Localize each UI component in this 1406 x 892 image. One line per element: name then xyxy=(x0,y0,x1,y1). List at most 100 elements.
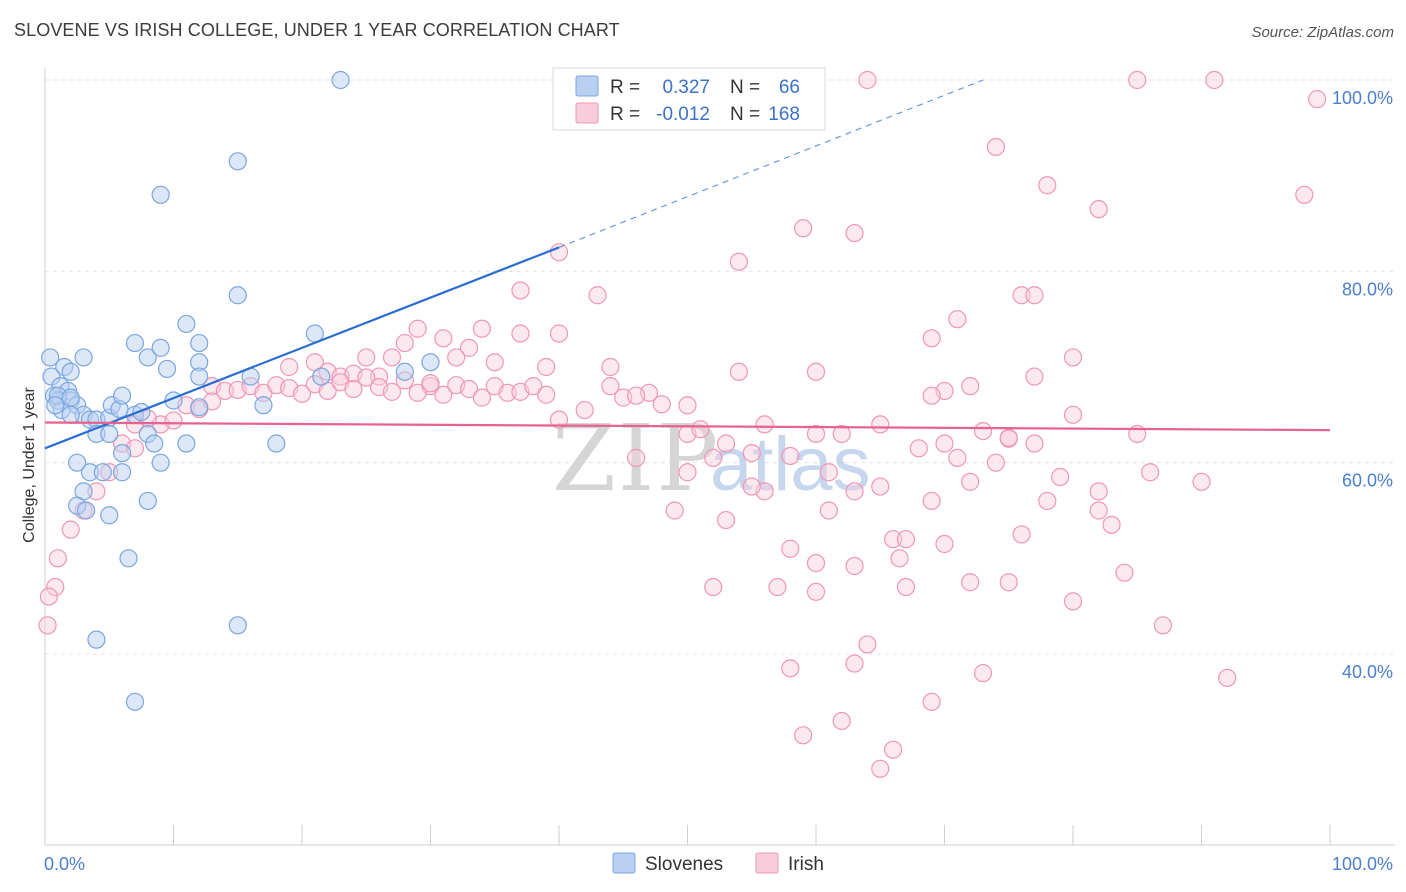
irish-point xyxy=(511,324,530,343)
irish-point xyxy=(1102,515,1121,534)
irish-point xyxy=(357,348,376,367)
irish-point xyxy=(626,448,646,467)
irish-point xyxy=(292,384,312,403)
irish-point xyxy=(961,573,980,592)
slovene-point xyxy=(190,398,209,417)
irish-point xyxy=(781,539,800,558)
irish-point xyxy=(652,395,671,414)
irish-point xyxy=(806,554,826,573)
irish-point xyxy=(1025,367,1044,386)
trendlines xyxy=(44,79,1331,450)
slovene-point xyxy=(228,152,247,171)
slovene-point xyxy=(112,463,132,482)
irish-point xyxy=(845,482,864,501)
irish-point xyxy=(1140,463,1160,482)
irish-point xyxy=(370,367,389,386)
irish-point xyxy=(1205,70,1224,90)
x-tick-labels: 0.0% 100.0% xyxy=(44,854,1393,874)
slovene-point xyxy=(228,616,247,635)
irish-point xyxy=(575,400,594,420)
irish-point xyxy=(1012,525,1031,544)
y-tick-label-100: 100.0% xyxy=(1332,88,1393,108)
irish-point xyxy=(485,353,504,372)
slovene-point xyxy=(41,348,60,367)
irish-point xyxy=(781,659,800,678)
irish-point xyxy=(588,286,607,305)
irish-point xyxy=(39,587,58,606)
x-tick-label-max: 100.0% xyxy=(1332,854,1393,874)
irish-trendline xyxy=(44,421,1331,432)
slovene-point xyxy=(151,338,170,357)
irish-point xyxy=(871,759,890,778)
watermark-zip: ZIP xyxy=(552,405,720,512)
irish-point xyxy=(665,501,684,520)
irish-point xyxy=(961,472,980,491)
slovene-point xyxy=(267,434,286,453)
irish-point xyxy=(896,530,916,549)
irish-point xyxy=(1218,668,1237,688)
irish-point xyxy=(38,616,57,635)
irish-point xyxy=(1089,501,1108,520)
slovene-point xyxy=(177,314,196,334)
irish-point xyxy=(999,573,1018,592)
irish-point xyxy=(768,577,787,597)
irish-point xyxy=(549,324,569,343)
legend-n-label-slovenes: N = xyxy=(730,77,760,98)
irish-point xyxy=(704,448,723,467)
irish-point xyxy=(755,415,774,434)
slovene-point xyxy=(77,501,96,520)
irish-point xyxy=(408,319,427,338)
slovene-point xyxy=(87,630,106,649)
irish-point xyxy=(729,252,749,271)
irish-point xyxy=(896,577,916,597)
irish-point xyxy=(1051,467,1070,487)
slovene-point xyxy=(395,362,414,381)
irish-point xyxy=(280,357,299,377)
slovene-point xyxy=(138,491,157,511)
irish-point xyxy=(459,379,479,399)
slovene-point xyxy=(112,386,132,405)
irish-point xyxy=(46,577,65,597)
irish-point xyxy=(691,420,710,439)
irish-point xyxy=(537,385,556,404)
irish-point xyxy=(447,348,466,367)
irish-point xyxy=(806,582,826,601)
irish-point xyxy=(922,386,941,405)
irish-point xyxy=(716,510,736,530)
legend-r-value-irish: -0.012 xyxy=(656,104,710,125)
slovene-point xyxy=(138,348,157,367)
irish-point xyxy=(1089,200,1108,219)
irish-point xyxy=(819,463,838,482)
irish-point xyxy=(1012,286,1031,305)
slovene-point xyxy=(190,367,209,386)
irish-point xyxy=(845,654,864,673)
irish-point xyxy=(832,424,851,444)
irish-point xyxy=(395,333,414,353)
irish-point xyxy=(794,726,813,745)
irish-point xyxy=(922,491,941,511)
irish-point xyxy=(1192,472,1211,491)
irish-point xyxy=(909,439,928,458)
irish-point xyxy=(382,348,402,367)
slovene-point xyxy=(112,444,132,463)
irish-point xyxy=(1115,563,1134,582)
irish-point xyxy=(472,319,491,338)
irish-point xyxy=(1025,434,1044,453)
irish-point xyxy=(922,329,941,348)
irish-point xyxy=(1025,286,1044,305)
irish-point xyxy=(61,520,80,539)
slovenes-trendline-extension xyxy=(558,79,984,248)
irish-point xyxy=(704,577,723,597)
y-tick-label-80: 80.0% xyxy=(1342,279,1393,299)
slovene-point xyxy=(421,353,440,372)
correlation-legend: R = 0.327 N = 66 R = -0.012 N = 168 xyxy=(552,67,826,131)
irish-point xyxy=(1153,616,1173,635)
irish-point xyxy=(973,664,993,683)
irish-point xyxy=(883,530,903,549)
slovene-point xyxy=(151,185,170,204)
legend-r-label-slovenes: R = xyxy=(610,77,640,98)
irish-point xyxy=(806,424,826,444)
irish-point xyxy=(871,477,890,496)
irish-point xyxy=(986,453,1006,472)
